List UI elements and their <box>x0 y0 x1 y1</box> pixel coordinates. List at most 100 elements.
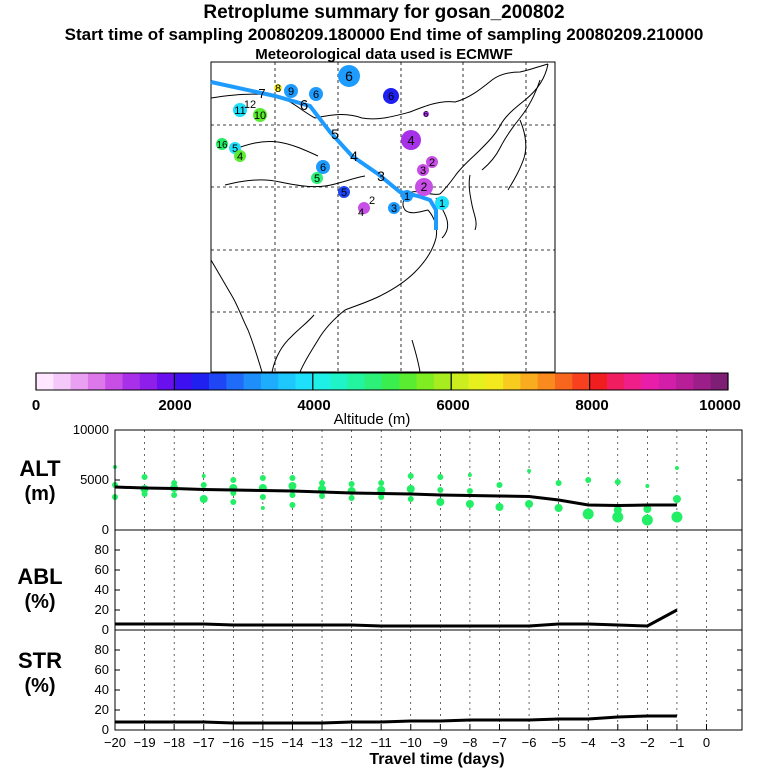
marker-label: 4 <box>358 207 364 219</box>
colorbar-tick-label: 10000 <box>699 397 741 414</box>
marker-circle <box>253 108 267 122</box>
colorbar-swatch <box>555 373 573 390</box>
marker-label: 3 <box>391 203 397 215</box>
chart-title: Retroplume summary for gosan_200802 <box>203 2 565 23</box>
marker-circle <box>358 202 370 214</box>
alt-particle-marker <box>437 474 444 480</box>
colorbar-swatch <box>157 373 175 390</box>
alt-plot-area <box>112 465 683 526</box>
xtick-label: −17 <box>193 735 215 750</box>
marker-label: 2 <box>421 180 428 194</box>
colorbar-swatch <box>226 373 245 390</box>
marker-5-line: 5 <box>331 126 339 142</box>
panel-alt: ALT (m) 0 5000 10000 <box>19 422 743 537</box>
marker-circle <box>435 196 449 210</box>
marker-label: 4 <box>237 151 243 163</box>
alt-particle-marker <box>348 481 355 487</box>
alt-particle-marker <box>288 482 297 490</box>
abl-ylabel-line2: (%) <box>24 591 55 613</box>
marker-label: 16 <box>216 140 228 151</box>
alt-particle-marker <box>319 493 326 499</box>
colorbar-swatch <box>468 373 487 390</box>
marker-1-a: 1 <box>401 190 413 203</box>
marker-11: 11 <box>233 103 247 117</box>
ytick-label: 60 <box>95 662 109 677</box>
marker-circle <box>338 186 350 198</box>
colorbar-swatch <box>520 373 539 390</box>
colorbar-tick-label: 6000 <box>436 397 469 414</box>
marker-3-blue: 3 <box>388 202 400 215</box>
abl-frame <box>114 529 743 631</box>
xtick-label: 0 <box>703 735 710 750</box>
colorbar-swatch <box>330 373 348 390</box>
abl-plot-area <box>115 608 678 628</box>
marker-4-line: 4 <box>350 148 358 164</box>
alt-particle-marker <box>466 488 473 494</box>
xtick-label: −8 <box>462 735 477 750</box>
marker-label: 6 <box>320 162 326 174</box>
alt-particle-marker <box>289 475 296 481</box>
alt-particle-marker <box>527 469 532 473</box>
colorbar-swatch <box>105 373 123 390</box>
marker-10: 10 <box>253 108 267 122</box>
colorbar-swatch <box>589 373 608 390</box>
marker-label: 6 <box>345 68 353 84</box>
marker-label: 3 <box>377 168 385 184</box>
str-ylabel-line2: (%) <box>24 675 55 697</box>
colorbar-swatch <box>433 373 452 390</box>
alt-particle-marker <box>467 473 472 477</box>
marker-2-small: 2 <box>426 156 438 169</box>
colorbar-swatch <box>139 373 158 390</box>
xtick-label: −11 <box>371 735 392 750</box>
str-plot-area <box>115 714 677 725</box>
ytick-label: 80 <box>95 542 109 557</box>
colorbar-swatch <box>347 373 366 390</box>
ytick-label: 5000 <box>80 472 109 487</box>
colorbar-swatch <box>174 373 193 390</box>
marker-label: 9 <box>288 86 294 98</box>
alt-yticks: 0 5000 10000 <box>73 422 742 537</box>
colorbar-swatch <box>624 373 642 390</box>
alt-particle-marker <box>289 492 296 498</box>
alt-particle-marker <box>319 480 326 486</box>
colorbar-title: Altitude (m) <box>334 411 411 428</box>
alt-particle-marker <box>555 480 562 486</box>
colorbar-swatch <box>572 373 591 390</box>
colorbar-swatch <box>399 373 418 390</box>
ytick-label: 20 <box>95 602 109 617</box>
marker-label: 11 <box>234 105 245 117</box>
alt-particle-marker <box>554 504 563 512</box>
marker-circle <box>388 202 400 214</box>
alt-particle-marker <box>230 499 237 505</box>
colorbar-swatch <box>416 373 435 390</box>
xtick-label: −1 <box>670 735 685 750</box>
colorbar-swatch <box>191 373 210 390</box>
marker-label: 1 <box>439 198 445 210</box>
marker-label: 5 <box>341 187 347 199</box>
marker-label: 6 <box>424 110 429 119</box>
xtick-label: −7 <box>492 735 507 750</box>
marker-circle <box>383 88 399 104</box>
marker-9: 9 <box>284 84 298 98</box>
colorbar-swatch <box>70 373 89 390</box>
alt-particle-marker <box>259 494 266 500</box>
marker-label: 5 <box>314 173 320 185</box>
alt-particle-marker <box>201 474 206 478</box>
marker-circle <box>309 87 323 101</box>
str-frame <box>114 629 743 731</box>
xtick-label: −4 <box>581 735 596 750</box>
alt-particle-marker <box>612 511 624 523</box>
marker-circle <box>233 103 247 117</box>
colorbar-swatch <box>537 373 556 390</box>
marker-label: 2 <box>369 195 375 207</box>
marker-3-small: 3 <box>417 164 429 177</box>
meteorological-data-line: Meteorological data used is ECMWF <box>255 46 513 63</box>
marker-4-west: 4 <box>234 150 246 163</box>
panel-abl: ABL (%) 0 20 40 60 80 <box>17 529 743 637</box>
abl-yticks: 0 20 40 60 80 <box>95 530 742 637</box>
alt-particle-marker <box>645 484 650 488</box>
colorbar-tick-label: 4000 <box>297 397 330 414</box>
trajectory-markers: 6 7 8 9 11 12 10 6 5 4 4 3 3 2 2 1 1 16 … <box>216 65 449 219</box>
colorbar-swatch <box>243 373 262 390</box>
marker-circle <box>417 164 429 176</box>
